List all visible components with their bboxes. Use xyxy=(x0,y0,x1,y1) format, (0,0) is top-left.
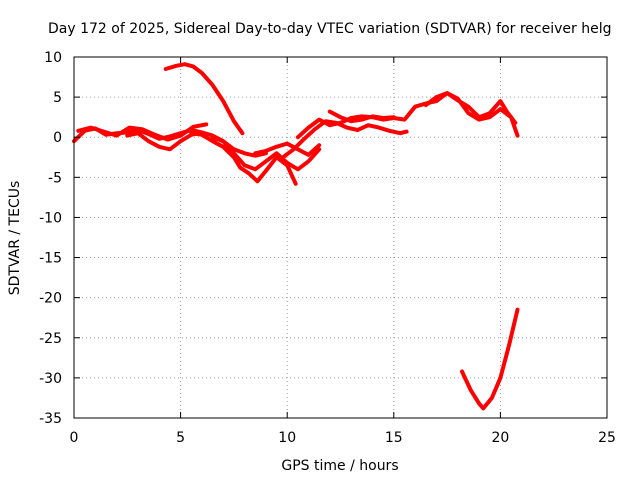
series-line-arc-7 xyxy=(253,141,322,157)
series-line-arc-11 xyxy=(423,91,518,125)
plot-frame xyxy=(73,56,608,419)
series-line-arc-12 xyxy=(460,307,520,411)
chart-title: Day 172 of 2025, Sidereal Day-to-day VTE… xyxy=(48,21,611,37)
y-tick-label: 5 xyxy=(53,90,62,106)
series-line-arc-8 xyxy=(280,119,409,160)
series-line-arc-3 xyxy=(125,130,204,152)
x-axis-label: GPS time / hours xyxy=(281,458,398,474)
series-line-arc-4 xyxy=(163,62,245,136)
y-tick-label: 0 xyxy=(53,130,62,146)
x-tick-label: 5 xyxy=(176,430,185,446)
series-line-arc-6 xyxy=(210,135,322,172)
series-line-arc-2 xyxy=(76,122,209,142)
y-axis-label: SDTVAR / TECUs xyxy=(7,181,23,296)
x-tick-label: 20 xyxy=(491,430,509,446)
grid xyxy=(74,57,607,418)
y-tick-label: 10 xyxy=(44,50,62,66)
series-line-arc-10 xyxy=(327,109,396,124)
y-tick-label: -10 xyxy=(39,210,62,226)
series-line-arc-5 xyxy=(189,131,298,186)
y-tick-label: -20 xyxy=(39,291,62,307)
y-tick-label: -5 xyxy=(48,170,62,186)
y-tick-label: -25 xyxy=(39,331,62,347)
y-tick-label: -30 xyxy=(39,371,62,387)
series-line-arc-9 xyxy=(295,91,520,140)
x-tick-label: 10 xyxy=(278,430,296,446)
y-tick-label: -15 xyxy=(39,251,62,267)
series-layer xyxy=(72,62,520,411)
y-tick-label: -35 xyxy=(39,411,62,427)
series-line-arc-1 xyxy=(72,126,268,158)
x-tick-label: 0 xyxy=(70,430,79,446)
x-tick-label: 15 xyxy=(385,430,403,446)
x-tick-label: 25 xyxy=(598,430,616,446)
axis-ticks: 0 5 10 15 20 25 10 5 0 -5 -10 -15 -20 -25 -30 -35 xyxy=(39,50,616,446)
